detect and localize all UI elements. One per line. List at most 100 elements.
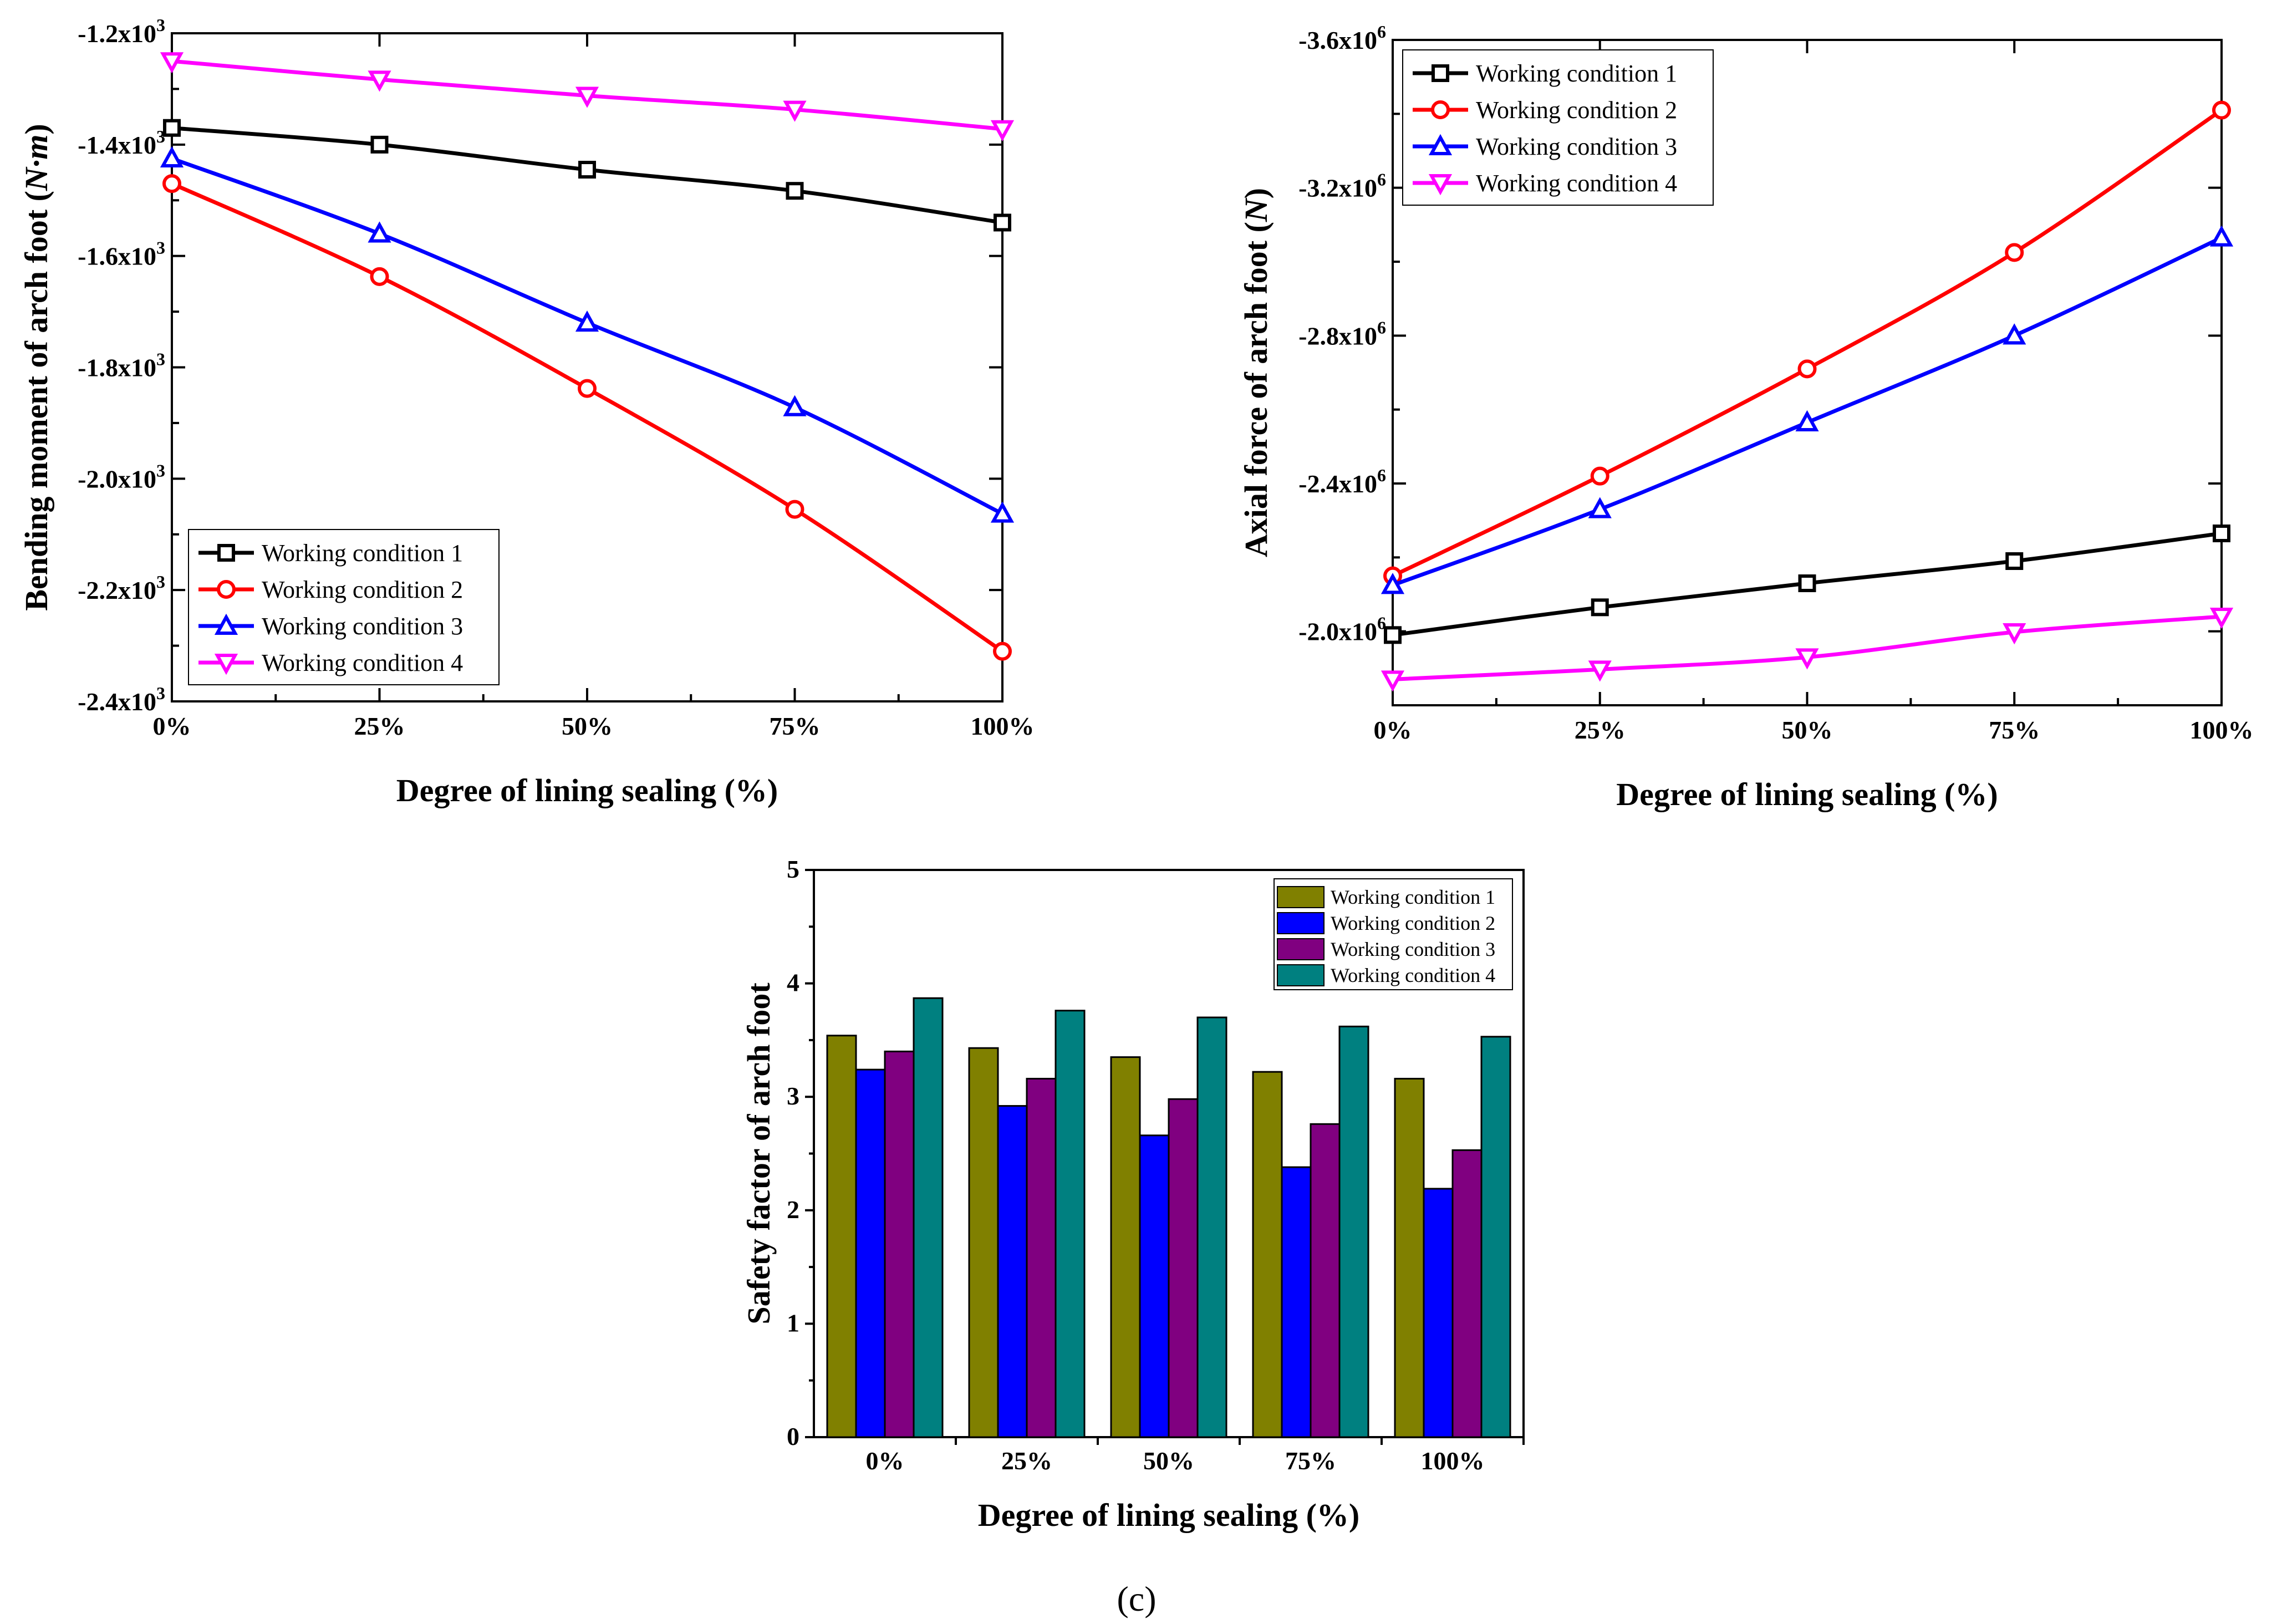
legend-box	[1402, 49, 1714, 206]
data-point	[2005, 552, 2024, 570]
data-point	[1381, 670, 1405, 692]
series-line	[171, 156, 1003, 516]
bar	[913, 997, 944, 1438]
legend: Working condition 1 Working condition 2 Wo…	[1274, 878, 1513, 990]
data-point	[1795, 648, 1819, 670]
data-point	[160, 52, 184, 74]
y-tick-label: 0	[787, 1422, 799, 1450]
data-point	[1798, 574, 1816, 592]
legend-marker	[217, 544, 235, 562]
data-point	[368, 221, 391, 243]
bar	[1423, 1188, 1454, 1438]
legend-label: Working condition 2	[1476, 96, 1677, 124]
x-tick-label: 75%	[770, 712, 821, 740]
x-tick-label: 50%	[1782, 716, 1833, 744]
legend-marker	[1431, 100, 1450, 119]
x-tick-label: 0%	[1374, 716, 1412, 744]
legend-marker	[214, 613, 238, 635]
legend-label: Working condition 4	[1476, 170, 1677, 197]
data-point	[575, 310, 599, 332]
data-point	[578, 161, 596, 179]
x-tick-label: 75%	[1285, 1447, 1336, 1475]
bar	[1480, 1036, 1511, 1438]
legend-label: Working condition 4	[262, 649, 463, 676]
bar	[1026, 1077, 1057, 1438]
y-tick-label: -2.0x103	[78, 460, 165, 493]
legend-marker	[214, 654, 238, 675]
y-tick-label: -2.4x103	[78, 683, 165, 716]
x-tick-label: 25%	[354, 712, 405, 740]
bar	[1139, 1134, 1170, 1438]
legend-swatch	[1277, 938, 1325, 960]
x-axis-label: Degree of lining sealing (%)	[978, 1497, 1359, 1533]
legend-label: Working condition 1	[1476, 60, 1677, 87]
y-axis-label: Axial force of arch foot (N)	[1238, 188, 1274, 557]
x-tick-label: 50%	[562, 712, 613, 740]
bar	[997, 1105, 1028, 1438]
legend: Working condition 1 Working condition 2 Wo…	[188, 529, 500, 685]
legend-label: Working condition 1	[1331, 886, 1495, 908]
legend-swatch	[1277, 964, 1325, 986]
legend-marker	[1432, 64, 1449, 82]
data-point	[1588, 497, 1612, 518]
bar	[1281, 1166, 1312, 1438]
x-tick-label: 100%	[971, 712, 1035, 740]
y-tick-label: -3.6x106	[1298, 22, 1386, 54]
chart-bending-moment: 0% 25% 50% 75% 100% -1.2x103 -1.4x103 -1.6x103 -…	[18, 15, 1035, 808]
bar	[1394, 1077, 1425, 1438]
y-tick-label: -1.4x103	[78, 126, 165, 159]
data-point	[2003, 623, 2026, 645]
x-tick-label: 25%	[1001, 1447, 1052, 1475]
data-point	[368, 70, 391, 92]
x-tick-label: 0%	[866, 1447, 904, 1475]
bar	[968, 1047, 999, 1438]
legend-box	[188, 529, 500, 685]
data-point	[994, 213, 1011, 232]
data-point	[2213, 525, 2230, 542]
y-tick-label: 2	[787, 1195, 799, 1224]
data-point	[370, 135, 389, 154]
x-axis-label: Degree of lining sealing (%)	[396, 772, 778, 808]
bar	[1055, 1010, 1086, 1438]
legend-label: Working condition 2	[1331, 912, 1495, 934]
legend-marker	[1428, 174, 1453, 196]
y-tick-label: -1.8x103	[78, 349, 165, 382]
legend: Working condition 1 Working condition 2 Wo…	[1402, 49, 1714, 206]
x-axis-label: Degree of lining sealing (%)	[1616, 776, 1998, 812]
legend-label: Working condition 3	[1331, 938, 1495, 960]
bar	[826, 1035, 857, 1438]
y-axis-label: Safety factor of arch foot	[741, 982, 777, 1325]
legend-swatch	[1277, 886, 1325, 908]
bar	[1310, 1123, 1341, 1438]
data-point	[783, 395, 807, 416]
x-tick-label: 25%	[1575, 716, 1626, 744]
legend-label: Working condition 4	[1331, 964, 1495, 986]
x-tick-label: 100%	[1421, 1447, 1485, 1475]
data-point	[990, 120, 1015, 141]
data-point	[2209, 225, 2234, 247]
y-tick-label: -3.2x106	[1298, 170, 1386, 202]
y-axis-label: Bending moment of arch foot (N·m)	[18, 124, 54, 611]
bar	[855, 1068, 886, 1438]
y-tick-label: -2.0x106	[1298, 613, 1386, 646]
bar	[1196, 1016, 1227, 1438]
bar	[1338, 1025, 1369, 1438]
x-tick-label: 75%	[1989, 716, 2040, 744]
data-point	[162, 174, 181, 194]
data-point	[993, 642, 1012, 661]
y-tick-label: -1.2x103	[78, 15, 165, 48]
data-point	[575, 86, 599, 108]
bar	[1168, 1098, 1199, 1438]
data-point	[578, 379, 597, 398]
legend-label: Working condition 3	[262, 613, 463, 640]
legend-swatch	[1277, 912, 1325, 934]
x-tick-label: 50%	[1143, 1447, 1194, 1475]
y-tick-label: 3	[787, 1082, 799, 1110]
legend-label: Working condition 2	[262, 576, 463, 603]
x-tick-label: 100%	[2190, 716, 2254, 744]
data-point	[160, 146, 184, 167]
data-point	[1795, 410, 1819, 431]
data-point	[1381, 573, 1405, 594]
data-point	[2209, 608, 2234, 629]
